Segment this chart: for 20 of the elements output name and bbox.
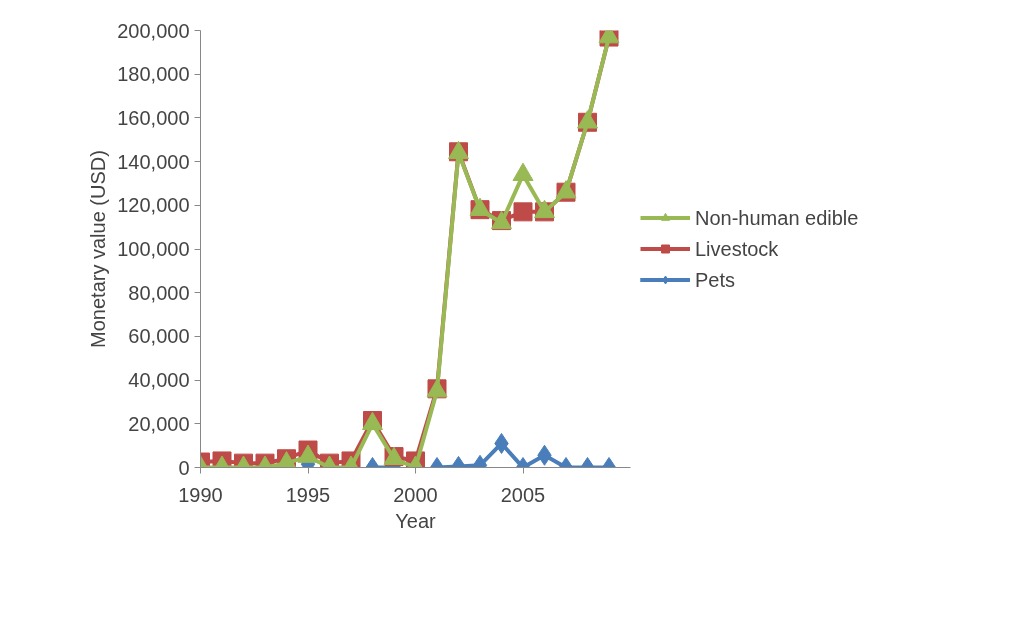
y-tick-label: 60,000 — [128, 325, 190, 348]
y-tick-label: 20,000 — [128, 412, 190, 435]
y-tick-label: 80,000 — [128, 281, 190, 304]
x-tick-label: 2005 — [500, 483, 546, 506]
y-tick-label: 140,000 — [117, 150, 190, 173]
y-tick-label: 180,000 — [117, 63, 190, 86]
y-tick-label: 0 — [178, 456, 190, 479]
y-tick-label: 120,000 — [117, 194, 190, 217]
legend-label: Pets — [695, 268, 736, 291]
x-tick-label: 1995 — [285, 483, 331, 506]
y-tick-label: 200,000 — [117, 19, 190, 42]
y-tick-label: 100,000 — [117, 238, 190, 260]
y-tick-label: 40,000 — [128, 369, 190, 392]
legend-label: Livestock — [695, 237, 779, 260]
x-axis-title: Year — [395, 509, 437, 532]
y-axis-title: Monetary value (USD) — [87, 150, 110, 348]
legend-label: Non-human edible — [695, 206, 859, 229]
x-tick-label: 2000 — [393, 483, 438, 506]
x-tick-label: 1990 — [178, 483, 223, 506]
y-tick-label: 160,000 — [117, 106, 190, 129]
